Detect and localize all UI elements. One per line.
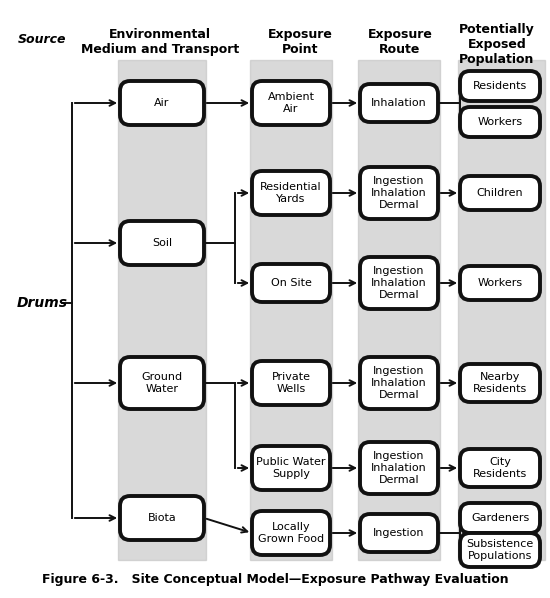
Text: Soil: Soil xyxy=(152,238,172,248)
Text: Residents: Residents xyxy=(473,81,527,91)
FancyBboxPatch shape xyxy=(120,81,204,125)
FancyBboxPatch shape xyxy=(360,357,438,409)
Text: Nearby
Residents: Nearby Residents xyxy=(473,372,527,394)
Bar xyxy=(458,60,545,560)
Text: Ingestion
Inhalation
Dermal: Ingestion Inhalation Dermal xyxy=(371,367,427,399)
Text: Residential
Yards: Residential Yards xyxy=(260,182,322,204)
FancyBboxPatch shape xyxy=(360,167,438,219)
Text: Subsistence
Populations: Subsistence Populations xyxy=(466,539,534,561)
Text: Ingestion
Inhalation
Dermal: Ingestion Inhalation Dermal xyxy=(371,451,427,484)
FancyBboxPatch shape xyxy=(252,81,330,125)
Text: Drums: Drums xyxy=(16,296,68,310)
FancyBboxPatch shape xyxy=(460,176,540,210)
Text: Figure 6-3.   Site Conceptual Model—Exposure Pathway Evaluation: Figure 6-3. Site Conceptual Model—Exposu… xyxy=(42,573,508,587)
FancyBboxPatch shape xyxy=(252,264,330,302)
FancyBboxPatch shape xyxy=(120,496,204,540)
FancyBboxPatch shape xyxy=(120,357,204,409)
Text: Ingestion
Inhalation
Dermal: Ingestion Inhalation Dermal xyxy=(371,266,427,300)
Text: Environmental
Medium and Transport: Environmental Medium and Transport xyxy=(81,28,239,56)
FancyBboxPatch shape xyxy=(460,266,540,300)
Text: Workers: Workers xyxy=(477,278,522,288)
FancyBboxPatch shape xyxy=(252,171,330,215)
Text: Ambient
Air: Ambient Air xyxy=(267,92,315,114)
FancyBboxPatch shape xyxy=(460,503,540,533)
Text: Exposure
Route: Exposure Route xyxy=(367,28,432,56)
FancyBboxPatch shape xyxy=(360,514,438,552)
FancyBboxPatch shape xyxy=(460,107,540,137)
Text: Air: Air xyxy=(155,98,170,108)
Text: On Site: On Site xyxy=(271,278,311,288)
Text: Exposure
Point: Exposure Point xyxy=(267,28,332,56)
FancyBboxPatch shape xyxy=(460,533,540,567)
Text: Biota: Biota xyxy=(147,513,177,523)
Bar xyxy=(358,60,440,560)
Text: Workers: Workers xyxy=(477,117,522,127)
FancyBboxPatch shape xyxy=(460,364,540,402)
Text: Ingestion: Ingestion xyxy=(373,528,425,538)
Text: Locally
Grown Food: Locally Grown Food xyxy=(258,522,324,544)
FancyBboxPatch shape xyxy=(252,446,330,490)
FancyBboxPatch shape xyxy=(360,257,438,309)
Bar xyxy=(250,60,332,560)
Text: Public Water
Supply: Public Water Supply xyxy=(256,457,326,479)
Text: Inhalation: Inhalation xyxy=(371,98,427,108)
Text: Potentially
Exposed
Population: Potentially Exposed Population xyxy=(459,23,535,66)
FancyBboxPatch shape xyxy=(252,511,330,555)
FancyBboxPatch shape xyxy=(460,449,540,487)
Text: Private
Wells: Private Wells xyxy=(272,372,311,394)
Text: City
Residents: City Residents xyxy=(473,457,527,479)
Text: Children: Children xyxy=(477,188,523,198)
Bar xyxy=(118,60,206,560)
Text: Ground
Water: Ground Water xyxy=(141,372,183,394)
FancyBboxPatch shape xyxy=(252,361,330,405)
FancyBboxPatch shape xyxy=(360,442,438,494)
Text: Ingestion
Inhalation
Dermal: Ingestion Inhalation Dermal xyxy=(371,176,427,210)
Text: Gardeners: Gardeners xyxy=(471,513,529,523)
Text: Source: Source xyxy=(18,33,66,46)
FancyBboxPatch shape xyxy=(460,71,540,101)
FancyBboxPatch shape xyxy=(360,84,438,122)
FancyBboxPatch shape xyxy=(120,221,204,265)
